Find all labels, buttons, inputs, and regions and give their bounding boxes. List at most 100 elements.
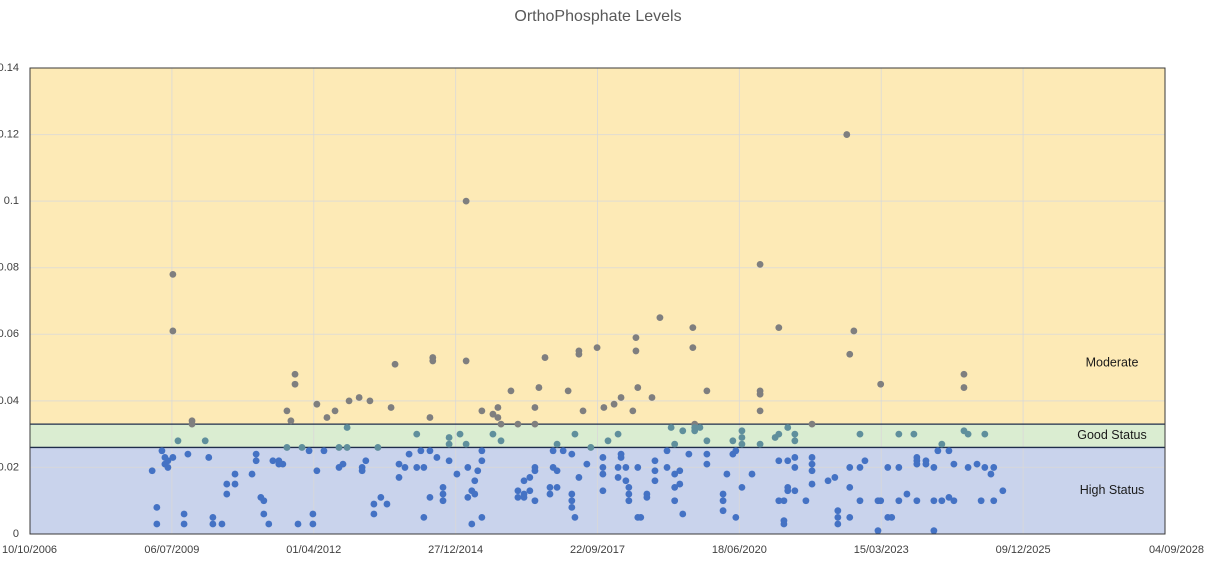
x-tick-label: 09/12/2025 — [996, 544, 1051, 556]
data-point — [895, 464, 903, 471]
x-tick-label: 22/09/2017 — [570, 544, 625, 556]
data-point — [370, 510, 378, 518]
data-point — [775, 457, 783, 465]
data-point — [531, 467, 539, 475]
data-point — [366, 397, 374, 405]
x-tick-label: 04/09/2028 — [1149, 544, 1204, 556]
data-point — [679, 427, 687, 435]
data-point — [888, 513, 896, 521]
data-point — [622, 477, 630, 485]
data-point — [426, 414, 434, 421]
x-tick-label: 27/12/2014 — [428, 544, 483, 556]
data-point — [637, 513, 645, 521]
data-point — [593, 344, 601, 351]
data-point — [362, 457, 370, 465]
data-point — [732, 447, 740, 455]
data-point — [564, 387, 572, 395]
data-point — [462, 440, 470, 448]
data-point — [784, 457, 792, 465]
data-point — [164, 464, 172, 471]
data-point — [685, 450, 693, 458]
data-point — [433, 454, 441, 461]
data-point — [981, 430, 989, 438]
data-point — [913, 460, 921, 468]
data-point — [599, 454, 607, 461]
points — [148, 131, 1007, 535]
data-point — [964, 464, 972, 471]
data-point — [846, 464, 854, 471]
data-point — [507, 387, 515, 395]
data-point — [439, 490, 447, 498]
data-point — [478, 513, 486, 521]
x-tick-label: 06/07/2009 — [144, 544, 199, 556]
data-point — [309, 520, 317, 528]
data-point — [756, 390, 764, 398]
data-point — [791, 464, 799, 471]
data-point — [738, 427, 746, 435]
data-point — [877, 380, 885, 388]
data-point — [205, 454, 213, 461]
x-tick-label: 18/06/2020 — [712, 544, 767, 556]
data-point — [756, 260, 764, 268]
data-point — [632, 347, 640, 355]
data-point — [426, 493, 434, 501]
data-point — [231, 480, 239, 488]
data-point — [526, 487, 534, 495]
data-point — [784, 487, 792, 495]
data-point — [625, 497, 633, 505]
data-point — [913, 497, 921, 505]
data-point — [604, 437, 612, 445]
data-point — [549, 447, 557, 455]
data-point — [599, 470, 607, 478]
data-point — [671, 484, 679, 491]
data-point — [514, 493, 522, 501]
data-point — [579, 407, 587, 415]
data-point — [546, 490, 554, 498]
data-point — [401, 464, 409, 471]
data-point — [656, 314, 664, 322]
data-point — [877, 497, 885, 505]
data-point — [260, 510, 268, 518]
data-point — [791, 487, 799, 495]
data-point — [531, 404, 539, 411]
data-point — [775, 497, 783, 505]
data-point — [343, 424, 351, 431]
data-point — [651, 477, 659, 485]
data-point — [938, 440, 946, 448]
y-tick-label: 0.04 — [0, 395, 19, 407]
data-point — [223, 480, 231, 488]
data-point — [808, 480, 816, 488]
data-point — [671, 470, 679, 478]
data-point — [973, 460, 981, 468]
data-point — [531, 497, 539, 505]
x-tick-label: 15/03/2023 — [854, 544, 909, 556]
data-point — [610, 400, 618, 408]
data-point — [738, 440, 746, 448]
data-point — [439, 497, 447, 505]
data-point — [420, 513, 428, 521]
chart-title: OrthoPhosphate Levels — [514, 8, 681, 25]
data-point — [671, 497, 679, 505]
data-point — [169, 454, 177, 461]
data-point — [723, 470, 731, 478]
data-point — [634, 464, 642, 471]
data-point — [884, 464, 892, 471]
data-point — [355, 394, 363, 401]
data-point — [831, 474, 839, 481]
data-point — [445, 434, 453, 441]
data-point — [462, 357, 470, 365]
data-point — [489, 430, 497, 438]
data-point — [990, 497, 998, 505]
data-point — [559, 447, 567, 455]
data-point — [874, 527, 882, 535]
data-point — [345, 397, 353, 405]
data-point — [474, 467, 482, 475]
data-point — [648, 394, 656, 401]
data-point — [153, 520, 161, 528]
data-point — [599, 464, 607, 471]
data-point — [568, 503, 576, 511]
data-point — [950, 460, 958, 468]
data-point — [571, 513, 579, 521]
data-point — [323, 414, 331, 421]
data-point — [468, 520, 476, 528]
